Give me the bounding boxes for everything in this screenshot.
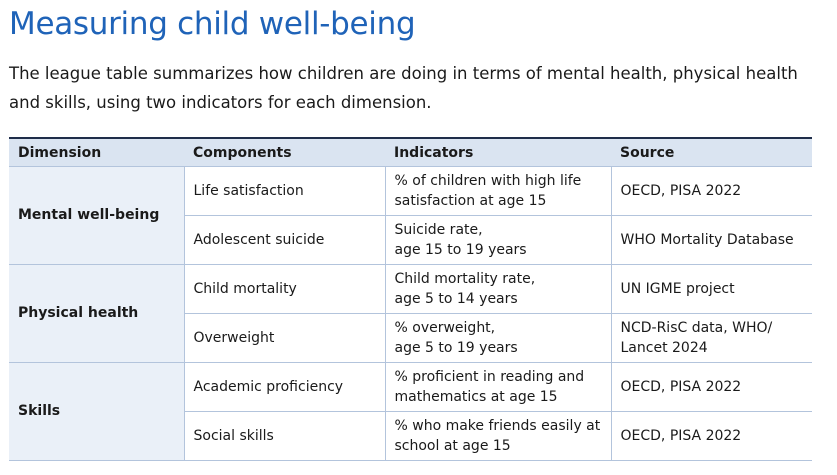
well-being-table: Dimension Components Indicators Source M… bbox=[9, 137, 812, 461]
indicator-line: satisfaction at age 15 bbox=[394, 192, 547, 209]
source-cell: OECD, PISA 2022 bbox=[611, 411, 812, 461]
header-source: Source bbox=[611, 138, 812, 167]
indicator-line: % overweight, bbox=[394, 319, 496, 336]
table-row: Overweight % overweight, age 5 to 19 year… bbox=[9, 313, 812, 363]
intro-paragraph: The league table summarizes how children… bbox=[9, 64, 798, 112]
source-cell: UN IGME project bbox=[611, 264, 812, 314]
header-indicators: Indicators bbox=[385, 138, 611, 167]
component-cell: Child mortality bbox=[184, 264, 386, 314]
table-row: Mental well-being Life satisfaction % of… bbox=[9, 166, 812, 265]
page-title: Measuring child well-being bbox=[9, 6, 416, 42]
indicator-line: age 5 to 14 years bbox=[394, 290, 518, 307]
table-row: Social skills % who make friends easily … bbox=[9, 411, 812, 461]
indicator-line: school at age 15 bbox=[394, 437, 511, 454]
dimension-cell: Mental well-being bbox=[9, 166, 185, 265]
component-cell: Adolescent suicide bbox=[184, 215, 386, 265]
dimension-cell: Skills bbox=[9, 362, 185, 461]
source-cell: OECD, PISA 2022 bbox=[611, 166, 812, 216]
indicator-cell: % overweight, age 5 to 19 years bbox=[385, 313, 612, 363]
table-row: Skills Academic proficiency % proficient… bbox=[9, 362, 812, 461]
indicator-cell: Suicide rate, age 15 to 19 years bbox=[385, 215, 612, 265]
indicator-line: % who make friends easily at bbox=[394, 417, 601, 434]
header-components: Components bbox=[184, 138, 385, 167]
indicator-cell: % who make friends easily at school at ag… bbox=[385, 411, 612, 461]
indicator-line: Suicide rate, bbox=[394, 221, 483, 238]
source-cell: NCD-RisC data, WHO/Lancet 2024 bbox=[611, 313, 812, 363]
indicator-line: mathematics at age 15 bbox=[394, 388, 558, 405]
indicator-line: age 15 to 19 years bbox=[394, 241, 527, 258]
component-cell: Academic proficiency bbox=[184, 362, 386, 412]
indicator-cell: Child mortality rate, age 5 to 14 years bbox=[385, 264, 612, 314]
component-cell: Social skills bbox=[184, 411, 386, 461]
indicator-line: % proficient in reading and bbox=[394, 368, 585, 385]
component-cell: Overweight bbox=[184, 313, 386, 363]
indicator-cell: % proficient in reading and mathematics a… bbox=[385, 362, 612, 412]
component-cell: Life satisfaction bbox=[184, 166, 386, 216]
indicator-cell: % of children with high life satisfaction… bbox=[385, 166, 612, 216]
source-cell: WHO Mortality Database bbox=[611, 215, 812, 265]
table-row: Adolescent suicide Suicide rate, age 15 t… bbox=[9, 215, 812, 265]
table-header-row: Dimension Components Indicators Source bbox=[9, 138, 812, 167]
indicator-line: % of children with high life bbox=[394, 172, 582, 189]
indicator-line: age 5 to 19 years bbox=[394, 339, 518, 356]
source-line: Lancet 2024 bbox=[620, 339, 708, 356]
table-row: Physical health Child mortality Child mo… bbox=[9, 264, 812, 363]
indicator-line: Child mortality rate, bbox=[394, 270, 536, 287]
header-dimension: Dimension bbox=[9, 138, 184, 167]
source-cell: OECD, PISA 2022 bbox=[611, 362, 812, 412]
dimension-cell: Physical health bbox=[9, 264, 185, 363]
source-line: NCD-RisC data, WHO/ bbox=[620, 319, 773, 336]
